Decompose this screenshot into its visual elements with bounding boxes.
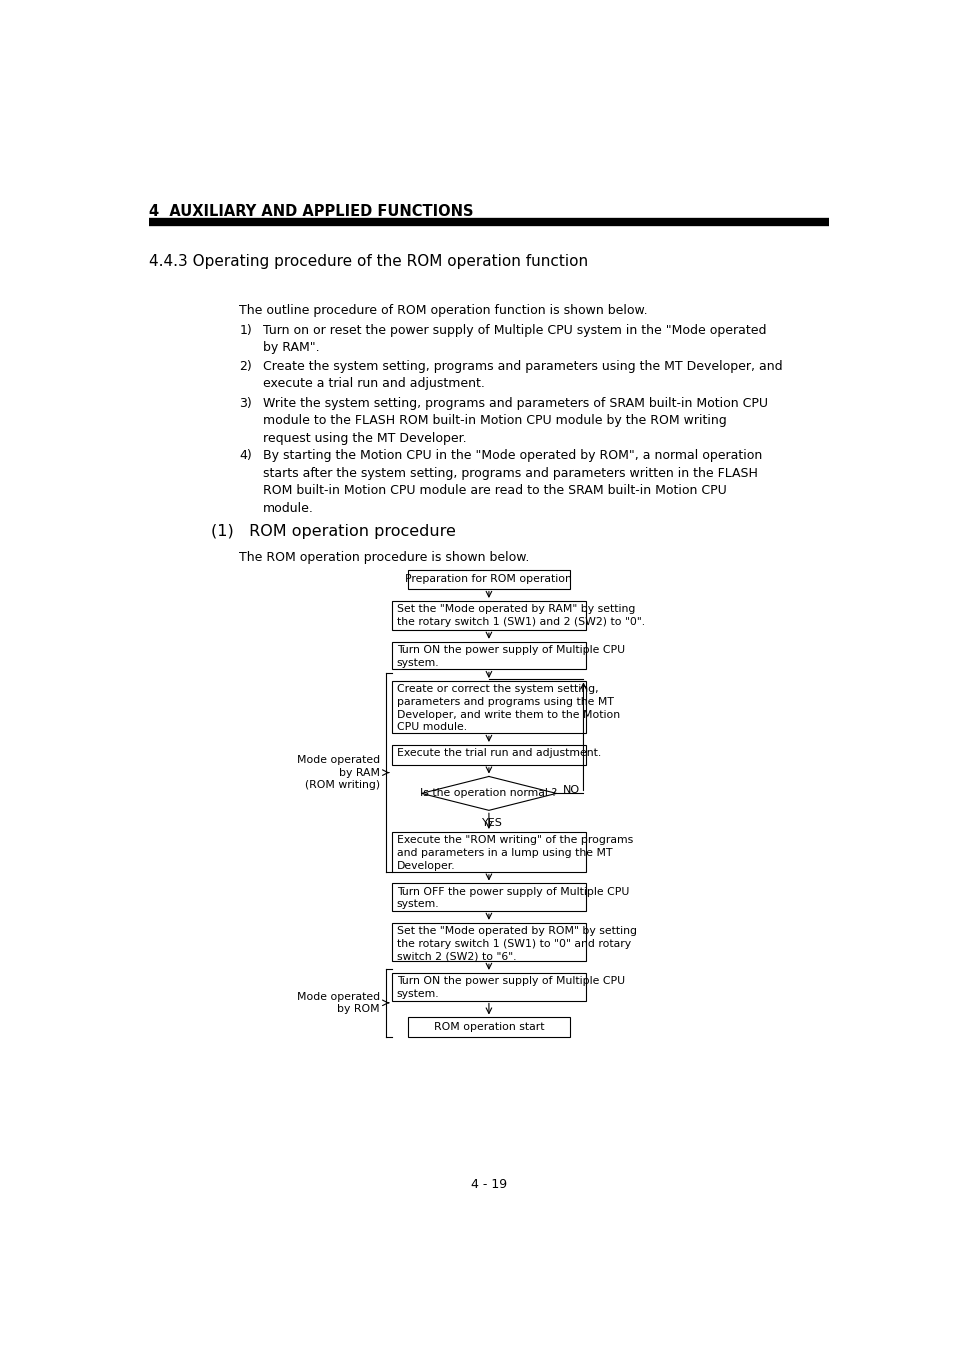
Text: Preparation for ROM operation: Preparation for ROM operation — [405, 574, 572, 585]
Bar — [407, 1018, 570, 1038]
Text: 3): 3) — [239, 397, 252, 410]
Text: Create the system setting, programs and parameters using the MT Developer, and
e: Create the system setting, programs and … — [262, 360, 781, 390]
Bar — [392, 641, 585, 670]
Text: The outline procedure of ROM operation function is shown below.: The outline procedure of ROM operation f… — [239, 305, 647, 317]
Text: 1): 1) — [239, 324, 252, 336]
Text: Mode operated
by ROM: Mode operated by ROM — [296, 992, 379, 1014]
Text: Turn ON the power supply of Multiple CPU
system.: Turn ON the power supply of Multiple CPU… — [396, 976, 624, 999]
Bar — [407, 570, 570, 589]
Text: 4 - 19: 4 - 19 — [471, 1179, 506, 1192]
Text: Is the operation normal ?: Is the operation normal ? — [420, 788, 557, 798]
Bar — [392, 832, 585, 872]
Text: 4.4.3 Operating procedure of the ROM operation function: 4.4.3 Operating procedure of the ROM ope… — [149, 254, 587, 270]
Bar — [392, 745, 585, 765]
Text: Set the "Mode operated by RAM" by setting
the rotary switch 1 (SW1) and 2 (SW2) : Set the "Mode operated by RAM" by settin… — [396, 603, 644, 626]
Text: Mode operated
by RAM
(ROM writing): Mode operated by RAM (ROM writing) — [296, 755, 379, 790]
Text: ROM operation start: ROM operation start — [434, 1022, 543, 1033]
Text: Turn ON the power supply of Multiple CPU
system.: Turn ON the power supply of Multiple CPU… — [396, 645, 624, 668]
Bar — [392, 883, 585, 911]
Text: Turn OFF the power supply of Multiple CPU
system.: Turn OFF the power supply of Multiple CP… — [396, 887, 628, 910]
Text: Create or correct the system setting,
parameters and programs using the MT
Devel: Create or correct the system setting, pa… — [396, 684, 619, 733]
Text: (1)   ROM operation procedure: (1) ROM operation procedure — [211, 524, 456, 539]
Bar — [392, 680, 585, 733]
Text: The ROM operation procedure is shown below.: The ROM operation procedure is shown bel… — [239, 551, 529, 564]
Text: Turn on or reset the power supply of Multiple CPU system in the "Mode operated
b: Turn on or reset the power supply of Mul… — [262, 324, 765, 354]
Text: 4): 4) — [239, 450, 252, 462]
Text: Execute the "ROM writing" of the programs
and parameters in a lump using the MT
: Execute the "ROM writing" of the program… — [396, 836, 632, 871]
Text: NO: NO — [562, 784, 579, 795]
Text: 4  AUXILIARY AND APPLIED FUNCTIONS: 4 AUXILIARY AND APPLIED FUNCTIONS — [149, 204, 473, 219]
Text: Write the system setting, programs and parameters of SRAM built-in Motion CPU
mo: Write the system setting, programs and p… — [262, 397, 767, 446]
Text: By starting the Motion CPU in the "Mode operated by ROM", a normal operation
sta: By starting the Motion CPU in the "Mode … — [262, 450, 761, 514]
Bar — [392, 973, 585, 1000]
Text: Set the "Mode operated by ROM" by setting
the rotary switch 1 (SW1) to "0" and r: Set the "Mode operated by ROM" by settin… — [396, 926, 636, 961]
Bar — [392, 601, 585, 630]
Text: Execute the trial run and adjustment.: Execute the trial run and adjustment. — [396, 748, 600, 757]
Text: YES: YES — [482, 818, 503, 828]
Bar — [392, 923, 585, 961]
Text: 2): 2) — [239, 360, 252, 373]
